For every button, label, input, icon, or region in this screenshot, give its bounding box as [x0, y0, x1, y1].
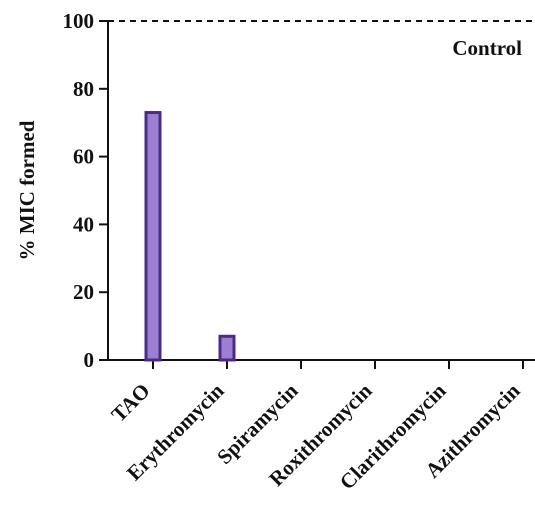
control-reference: Control	[108, 20, 535, 60]
x-tick-label: TAO	[106, 379, 154, 427]
y-tick-label: 80	[73, 77, 94, 101]
y-axis: 0 20 40 60 80 100	[63, 9, 109, 372]
y-tick-label: 0	[84, 348, 95, 372]
y-tick-label: 20	[73, 280, 94, 304]
y-axis-title: % MIC formed	[15, 120, 39, 260]
bars	[144, 111, 236, 362]
bar-erythromycin	[218, 334, 236, 362]
control-label: Control	[452, 36, 522, 60]
bar-tao	[144, 111, 162, 362]
x-axis: TAOErythromycinSpiramycinRoxithromycinCl…	[106, 359, 535, 494]
y-tick-label: 100	[63, 9, 95, 33]
y-tick-label: 60	[73, 145, 94, 169]
y-tick-label: 40	[73, 212, 94, 236]
